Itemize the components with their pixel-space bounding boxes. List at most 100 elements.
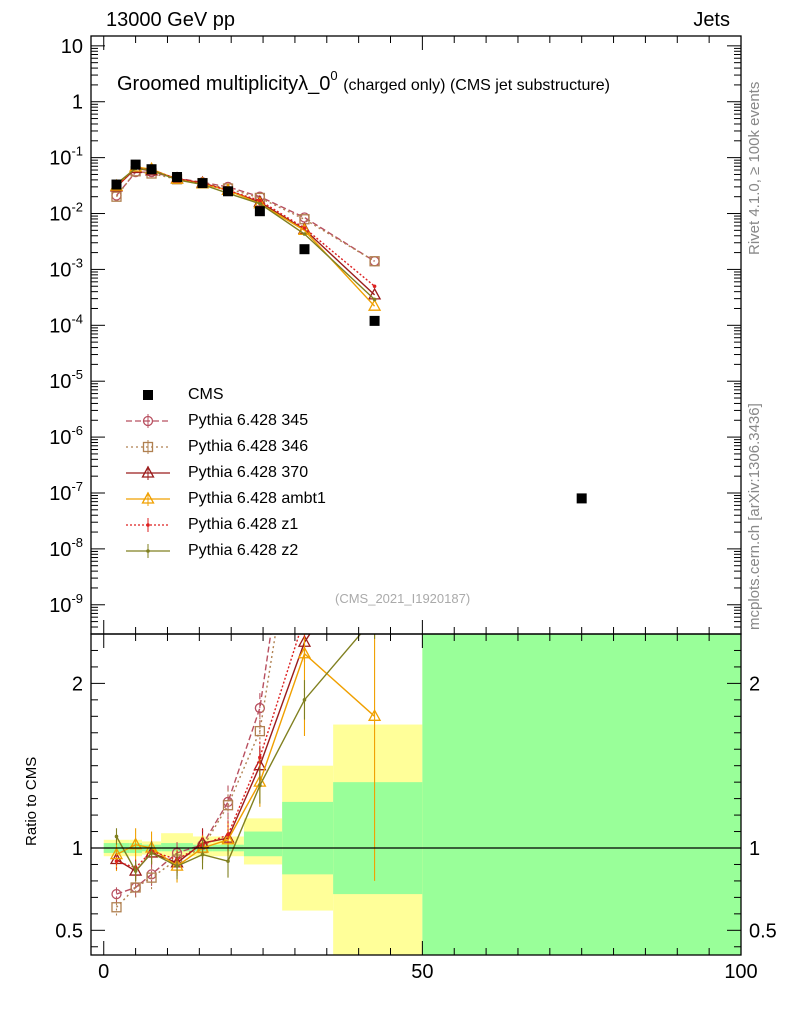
title-superscript: 0 — [330, 68, 338, 83]
point-cms-6 — [254, 206, 265, 217]
legend-label-z2: Pythia 6.428 z2 — [188, 542, 299, 559]
point-cms-4 — [197, 178, 208, 189]
top-series-group — [109, 159, 587, 504]
point-cms-0 — [111, 179, 122, 190]
ratio-ytick-label-right-2: 2 — [749, 673, 760, 695]
xtick-label-1: 50 — [411, 961, 433, 983]
legend-marker-z2 — [126, 544, 170, 558]
legend-marker-shape-p345 — [142, 415, 154, 427]
legend-marker-shape-ambt1 — [141, 491, 155, 504]
legend-label-cms: CMS — [188, 386, 224, 403]
ratio-point-z1-5 — [226, 833, 230, 837]
category-label: Jets — [693, 9, 730, 31]
point-cms-8 — [369, 315, 380, 326]
ratio-band-green-6 — [243, 831, 283, 857]
legend-label-ambt1: Pythia 6.428 ambt1 — [188, 490, 326, 507]
legend-label-p345: Pythia 6.428 345 — [188, 412, 309, 429]
point-p346-8 — [369, 256, 380, 267]
ratio-ytick-label-left-2: 2 — [72, 673, 83, 695]
series-line-p345 — [115, 171, 375, 262]
ytick-label-2: 10-1 — [49, 144, 83, 170]
ratio-point-z2-7 — [302, 698, 307, 702]
point-z1-6 — [258, 198, 262, 203]
ratio-axis-label: Ratio to CMS — [23, 756, 40, 846]
ytick-label-1: 1 — [72, 92, 83, 114]
ratio-point-ambt1-5 — [221, 832, 235, 845]
point-cms-2 — [146, 164, 157, 175]
ratio-point-z2-6 — [258, 783, 262, 788]
ratio-point-p346-1 — [130, 882, 141, 893]
legend-marker-cms — [143, 390, 153, 400]
point-z2-6 — [258, 201, 262, 206]
series-line-p346 — [115, 170, 375, 262]
title-detail: (charged only) (CMS jet substructure) — [343, 77, 610, 94]
legend-marker-shape-z1 — [146, 523, 150, 527]
series-line-z2 — [116, 167, 376, 300]
ratio-point-p346-5 — [222, 800, 234, 811]
ratio-point-p370-8 — [369, 529, 380, 539]
ytick-label-10: 10-9 — [49, 591, 83, 617]
ratio-point-p345-6 — [254, 702, 266, 714]
point-cms-1 — [130, 159, 141, 170]
point-z2-8 — [372, 297, 377, 302]
series-line-p370 — [116, 167, 376, 296]
ytick-label-9: 10-8 — [49, 535, 83, 561]
legend-marker-z1 — [126, 518, 170, 532]
ratio-band-green-9 — [422, 634, 741, 955]
ratio-point-ambt1-8 — [367, 708, 382, 721]
legend-marker-ambt1 — [126, 491, 170, 506]
legend-marker-shape-p346 — [142, 441, 154, 453]
point-z2-7 — [302, 232, 307, 236]
legend-label-p346: Pythia 6.428 346 — [188, 438, 309, 455]
legend-cms-marker — [143, 390, 153, 400]
ratio-point-z2-4 — [200, 852, 205, 857]
ytick-label-7: 10-6 — [49, 423, 83, 449]
ratio-point-z2-1 — [133, 869, 138, 873]
ratio-point-p345-7 — [300, 399, 309, 408]
analysis-id: (CMS_2021_I1920187) — [335, 591, 471, 606]
legend-marker-p345 — [126, 414, 170, 428]
ratio-ytick-label-left-1: 1 — [72, 838, 83, 860]
ratio-band-green-8 — [333, 782, 423, 895]
series-line-z1 — [115, 166, 376, 287]
legend-label-p370: Pythia 6.428 370 — [188, 464, 309, 481]
ratio-ytick-label-right-1: 1 — [749, 838, 760, 860]
ratio-point-z2-2 — [149, 851, 154, 855]
legend-marker-p346 — [126, 440, 170, 454]
ratio-point-z2-8 — [373, 616, 377, 620]
energy-label: 13000 GeV pp — [106, 9, 235, 31]
ratio-panel-frame — [90, 633, 742, 956]
ytick-label-4: 10-3 — [49, 255, 83, 281]
ratio-point-p346-2 — [146, 872, 157, 883]
point-cms-9 — [576, 493, 587, 504]
ratio-line-z1 — [116, 634, 300, 869]
ratio-point-z2-5 — [226, 859, 230, 863]
point-p346-0 — [111, 191, 122, 202]
ratio-point-ambt1-0 — [109, 847, 124, 860]
ytick-label-8: 10-7 — [49, 479, 83, 505]
legend-label-z1: Pythia 6.428 z1 — [188, 516, 299, 533]
ratio-ytick-label-right-0: 0.5 — [749, 920, 777, 942]
ratio-point-z2-3 — [175, 864, 179, 868]
ratio-point-ambt1-1 — [129, 837, 143, 850]
ratio-series-group — [109, 399, 382, 916]
ratio-ytick-label-left-0: 0.5 — [55, 920, 83, 942]
ratio-point-ambt1-7 — [297, 646, 312, 659]
ytick-label-5: 10-4 — [49, 311, 83, 337]
point-z1-8 — [372, 284, 377, 289]
title-main: Groomed multiplicityλ_0 — [117, 73, 331, 95]
ytick-label-3: 10-2 — [49, 200, 83, 226]
xtick-label-0: 0 — [98, 961, 109, 983]
ratio-point-z1-0 — [114, 859, 119, 863]
point-cms-5 — [223, 186, 234, 197]
ratio-point-p346-6 — [254, 725, 266, 737]
legend-marker-shape-p370 — [141, 465, 155, 478]
point-cms-7 — [299, 244, 310, 255]
legend-marker-shape-z2 — [146, 549, 150, 553]
point-p370-6 — [253, 194, 267, 207]
point-ambt1-8 — [367, 298, 382, 311]
ratio-band-green-7 — [282, 801, 334, 875]
ytick-label-6: 10-5 — [49, 367, 83, 393]
legend-marker-p370 — [126, 465, 170, 480]
